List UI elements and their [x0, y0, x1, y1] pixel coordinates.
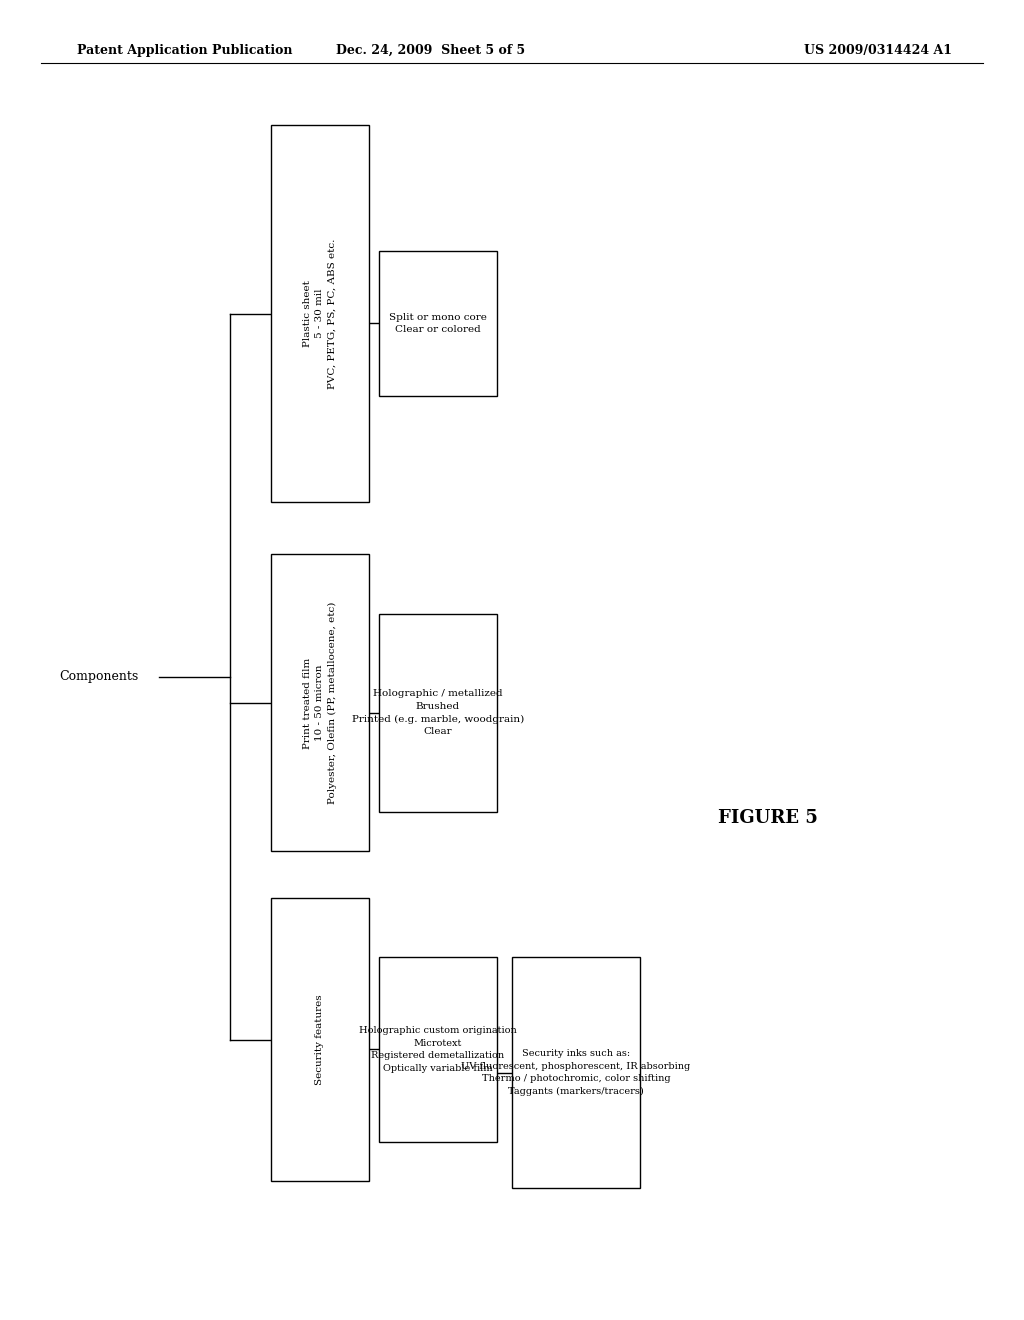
Text: Dec. 24, 2009  Sheet 5 of 5: Dec. 24, 2009 Sheet 5 of 5	[336, 44, 524, 57]
Bar	[379, 614, 497, 812]
Bar	[271, 125, 369, 502]
Bar	[271, 898, 369, 1181]
Text: Plastic sheet
5 - 30 mil
PVC, PETG, PS, PC, ABS etc.: Plastic sheet 5 - 30 mil PVC, PETG, PS, …	[303, 239, 337, 388]
Bar	[271, 554, 369, 851]
Text: Split or mono core
Clear or colored: Split or mono core Clear or colored	[389, 313, 486, 334]
Text: US 2009/0314424 A1: US 2009/0314424 A1	[804, 44, 952, 57]
Bar	[379, 251, 497, 396]
Text: Security inks such as:
UV fluorescent, phosphorescent, IR absorbing
Thermo / pho: Security inks such as: UV fluorescent, p…	[462, 1049, 690, 1096]
Text: Print treated film
10 - 50 micron
Polyester, Olefin (PP, metallocene, etc): Print treated film 10 - 50 micron Polyes…	[303, 602, 337, 804]
Text: Security features: Security features	[315, 994, 325, 1085]
Text: Holographic custom origination
Microtext
Registered demetallization
Optically va: Holographic custom origination Microtext…	[358, 1026, 517, 1073]
Text: Patent Application Publication: Patent Application Publication	[77, 44, 292, 57]
Text: Components: Components	[59, 671, 138, 682]
Text: FIGURE 5: FIGURE 5	[718, 809, 818, 828]
Bar	[512, 957, 640, 1188]
Text: Holographic / metallized
Brushed
Printed (e.g. marble, woodgrain)
Clear: Holographic / metallized Brushed Printed…	[351, 689, 524, 737]
Bar	[379, 957, 497, 1142]
